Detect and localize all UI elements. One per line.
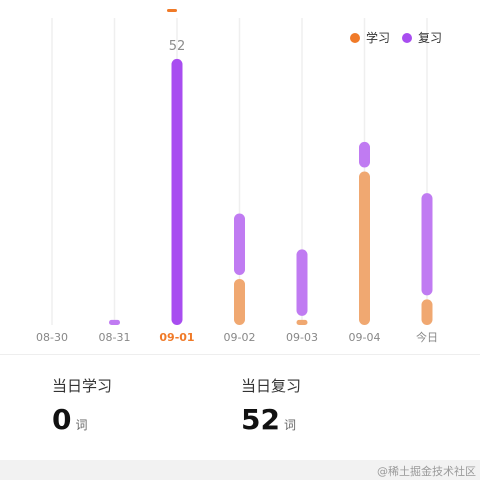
legend-item-study: 学习 [350, 29, 390, 46]
bar-09-02-review [234, 213, 245, 275]
bar-09-04-study [359, 171, 370, 325]
legend-study-label: 学习 [366, 31, 391, 45]
stat-study-value-row: 0 词 [52, 403, 88, 436]
x-tick-label-4: 09-03 [286, 331, 318, 344]
x-tick-label-0: 08-30 [36, 331, 68, 344]
bar-08-31-review [109, 319, 120, 325]
stat-review-unit: 词 [283, 418, 296, 432]
legend-item-review: 复习 [402, 29, 442, 46]
bar-09-01-review [171, 58, 183, 325]
stat-study-count: 0 [52, 403, 72, 436]
legend-review-dot-icon [402, 32, 413, 43]
section-divider [0, 354, 480, 355]
x-tick-label-6: 今日 [416, 330, 438, 344]
stat-study-unit: 词 [75, 418, 88, 432]
x-tick-label-1: 08-31 [99, 331, 131, 344]
bar-09-04-review [359, 141, 370, 168]
legend-study-dot-icon [350, 32, 360, 43]
x-tick-label-3: 09-02 [224, 331, 256, 344]
legend-review-label: 复习 [418, 31, 443, 45]
bar-09-02-study [234, 278, 245, 325]
stat-review-label: 当日复习 [241, 377, 302, 395]
stat-review-value-row: 52 词 [241, 403, 296, 436]
x-tick-label-5: 09-04 [349, 331, 381, 344]
chart-canvas: 08-30 08-31 52 09-01 09-02 09-03 09-04 今日 [36, 18, 438, 344]
stat-study-label: 当日学习 [52, 377, 113, 395]
stat-review-count: 52 [241, 403, 280, 436]
bar-今日-study [421, 299, 433, 325]
bar-09-03-study [296, 319, 308, 325]
bar-今日-review [421, 193, 433, 296]
chart-legend: 学习 复习 [350, 29, 442, 46]
bar-value-label: 52 [169, 39, 186, 54]
daily-words-chart: 08-30 08-31 52 09-01 09-02 09-03 09-04 今日 学习 复习 [36, 9, 442, 344]
watermark: @稀土掘金技术社区 [377, 465, 476, 478]
scroll-indicator [167, 9, 177, 12]
daily-stats: 当日学习 0 词 当日复习 52 词 [0, 355, 480, 460]
bar-09-03-review [296, 249, 308, 316]
x-tick-label-2: 09-01 [159, 331, 194, 344]
bottom-band [0, 460, 480, 480]
